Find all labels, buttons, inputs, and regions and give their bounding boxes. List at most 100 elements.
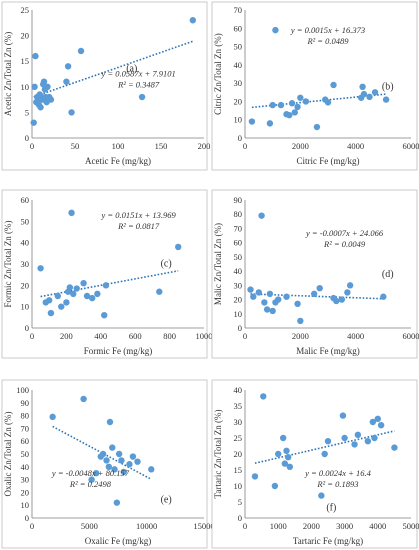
panel-label: (d) — [382, 269, 394, 280]
data-point — [99, 450, 107, 458]
y-tick-label: 90 — [234, 195, 243, 205]
panel-label: (a) — [126, 63, 137, 74]
data-point — [297, 94, 304, 101]
data-point — [37, 265, 44, 272]
data-point — [377, 422, 385, 429]
y-tick-label: 5 — [25, 107, 29, 117]
panel-label: (c) — [161, 259, 172, 270]
r-squared: R² = 0.0489 — [306, 36, 349, 46]
panel-a: 0 50 100 150 200 0 5 10 15 20 25 Acetic Fe (mg/kg) A… — [1, 1, 211, 171]
data-point — [255, 289, 263, 296]
data-point — [47, 96, 55, 103]
y-tick-label: 10 — [234, 115, 243, 125]
panel-e: 0 5000 10000 15000 0 10 20 30 40 50 60 70 80 90 100 Oxa… — [1, 379, 215, 549]
data-point — [30, 119, 37, 126]
r-squared: R² = 0.2498 — [69, 479, 112, 489]
x-tick-label: 6000 — [403, 141, 419, 151]
data-point — [66, 284, 74, 291]
data-point — [120, 468, 127, 476]
y-tick-label: 0 — [238, 133, 242, 143]
data-point — [49, 413, 56, 421]
data-point — [70, 290, 77, 298]
data-point — [283, 293, 290, 300]
x-tick-label: 800 — [163, 331, 176, 341]
data-point — [354, 431, 362, 438]
data-point — [58, 303, 65, 310]
panel-label: (b) — [382, 81, 394, 92]
data-point — [73, 285, 80, 292]
x-axis-title: Acetic Fe (mg/kg) — [85, 156, 151, 166]
y-tick-label: 50 — [234, 42, 243, 52]
y-tick-label: 30 — [21, 475, 30, 485]
x-tick-label: 2000 — [292, 331, 309, 341]
y-tick-label: 50 — [21, 216, 30, 226]
x-tick-label: 100 — [112, 141, 125, 151]
y-tick-label: 30 — [234, 78, 243, 88]
x-axis-title: Oxalic Fe (mg/kg) — [85, 536, 152, 546]
data-point — [134, 458, 141, 465]
panel-d: 0 2000 4000 6000 0 10 20 30 40 50 60 70 80 90 Malic Fe… — [211, 189, 419, 359]
data-point — [109, 444, 116, 451]
x-axis-title: Malic Fe (mg/kg) — [296, 346, 360, 356]
x-tick-label: 4000 — [347, 331, 364, 341]
data-point — [64, 63, 72, 70]
y-tick-label: 10 — [21, 302, 30, 312]
x-tick-label: 0 — [243, 141, 247, 151]
data-point — [380, 293, 387, 300]
panel-border — [1, 379, 208, 549]
x-tick-label: 150 — [155, 141, 168, 151]
y-tick-label: 90 — [21, 398, 30, 408]
data-point — [115, 450, 123, 458]
data-point — [371, 89, 379, 96]
panel-label: (e) — [161, 495, 172, 506]
x-axis-title: Tartaric Fe (mg/kg) — [293, 536, 363, 546]
x-tick-label: 4000 — [347, 141, 364, 151]
trendline-equation: y = -0.0048x + 80.157 — [51, 468, 130, 478]
data-point — [360, 90, 368, 98]
data-point — [113, 499, 121, 506]
y-tick-label: 0 — [25, 323, 29, 333]
data-point — [93, 470, 100, 477]
trendline-equation: y = 0.0015x + 16.373 — [290, 25, 365, 35]
y-tick-label: 80 — [234, 209, 243, 219]
y-tick-label: 70 — [234, 5, 243, 15]
data-point — [118, 457, 125, 464]
y-axis-title: Malic Zn/Total Zn (%) — [213, 223, 223, 305]
x-tick-label: 600 — [129, 331, 142, 341]
y-tick-label: 20 — [234, 295, 243, 305]
data-point — [275, 296, 282, 303]
data-point — [83, 292, 91, 300]
x-tick-label: 200 — [198, 141, 211, 151]
data-point — [297, 317, 304, 325]
y-axis-title: Formic Zn/Total Zn (%) — [3, 220, 13, 307]
y-axis-title: Acetic Zn/Total Zn (%) — [3, 32, 13, 117]
y-tick-label: 70 — [21, 423, 30, 433]
data-point — [31, 83, 38, 91]
data-point — [294, 300, 301, 308]
y-tick-label: 25 — [21, 5, 30, 15]
y-tick-label: 10 — [21, 82, 30, 92]
data-point — [339, 412, 347, 419]
panel-border — [211, 189, 418, 359]
data-point — [102, 282, 110, 289]
data-point — [366, 93, 373, 101]
data-point — [46, 297, 53, 304]
x-axis-title: Citric Fe (mg/kg) — [297, 156, 360, 166]
data-point — [284, 454, 292, 461]
data-point — [251, 473, 259, 480]
panel-label: (f) — [326, 502, 336, 513]
data-point — [89, 294, 96, 302]
data-point — [359, 83, 366, 91]
x-tick-label: 0 — [30, 141, 34, 151]
data-point — [105, 463, 113, 470]
data-point — [277, 101, 285, 109]
y-tick-label: 25 — [234, 433, 243, 443]
panel-border — [211, 1, 418, 171]
y-tick-label: 50 — [234, 252, 243, 262]
data-point — [47, 309, 55, 317]
r-squared: R² = 0.1893 — [316, 479, 358, 489]
x-tick-label: 10000 — [136, 521, 157, 531]
data-point — [371, 434, 378, 442]
data-point — [302, 98, 310, 105]
data-point — [63, 78, 70, 85]
